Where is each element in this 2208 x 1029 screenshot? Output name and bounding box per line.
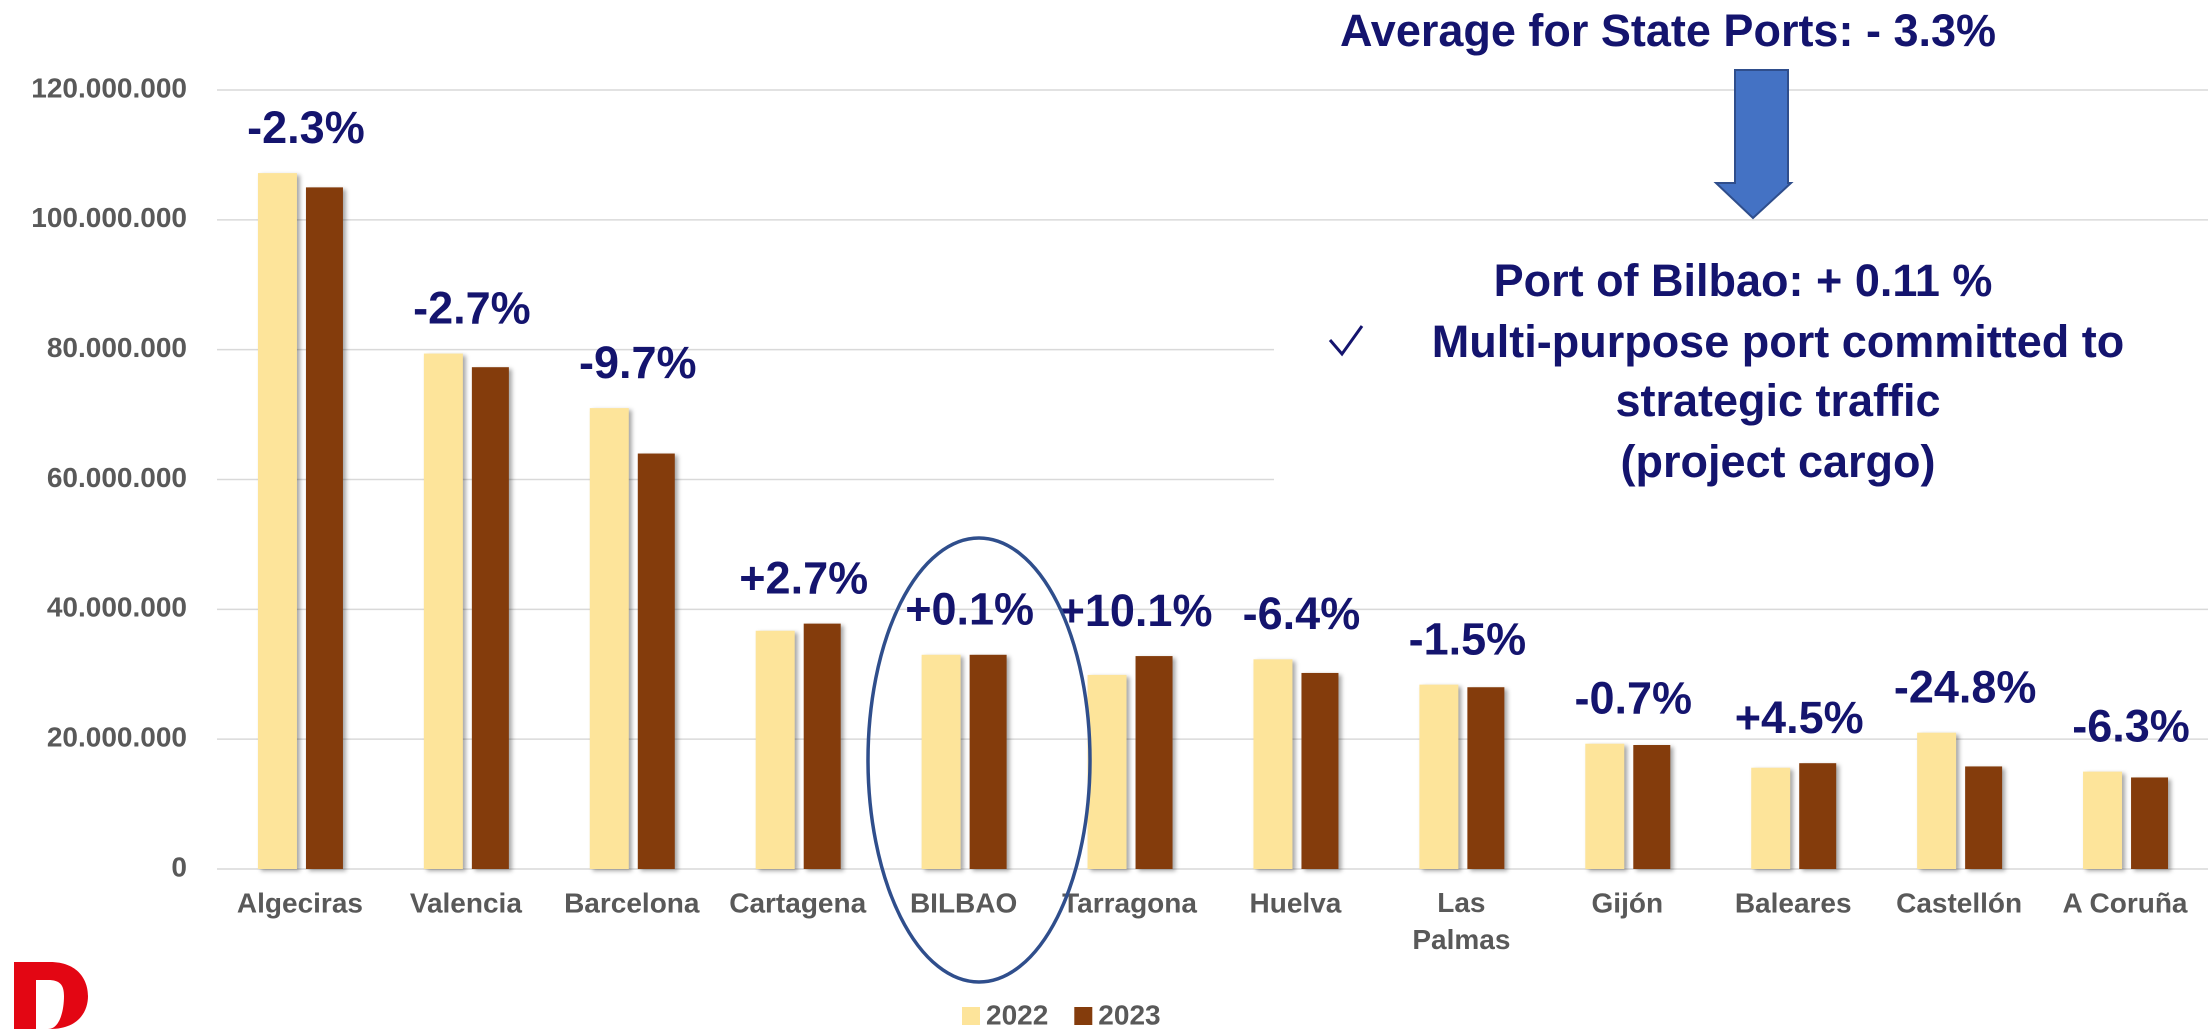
change-label: -6.4% — [1243, 588, 1361, 639]
legend-label: 2023 — [1098, 999, 1160, 1029]
arrow — [1713, 69, 1794, 220]
x-tick-label: A Coruña — [2063, 887, 2188, 918]
y-tick-label: 100.000.000 — [31, 202, 187, 233]
bar — [969, 654, 1007, 869]
bar — [1301, 672, 1339, 869]
bar — [755, 630, 795, 869]
bar — [589, 408, 629, 869]
x-tick-label: Algeciras — [237, 887, 363, 918]
annotation-box — [1274, 240, 2208, 502]
bar — [637, 453, 675, 869]
chart-title: Average for State Ports: - 3.3% — [1340, 5, 1996, 56]
bar — [257, 173, 297, 870]
x-tick-label: Baleares — [1735, 887, 1852, 918]
bar — [1087, 674, 1127, 869]
change-label: +2.7% — [739, 553, 868, 604]
bar — [1419, 684, 1459, 869]
bar — [2083, 771, 2123, 869]
bar — [1799, 763, 1837, 869]
y-tick-label: 0 — [171, 851, 187, 882]
plot: -2.3% Algeciras -2.7% Valencia -9.7% Barcelon… — [237, 102, 2190, 955]
legend: 2022 2023 — [962, 999, 1161, 1029]
bar — [2131, 777, 2169, 869]
change-label: +0.1% — [905, 584, 1034, 635]
bar — [1751, 767, 1791, 869]
y-tick-label: 60.000.000 — [47, 462, 187, 493]
legend-swatch — [1074, 1007, 1093, 1025]
bar — [1467, 687, 1505, 869]
change-label: -2.3% — [247, 102, 365, 153]
bar — [305, 187, 343, 869]
change-label: -1.5% — [1409, 614, 1527, 665]
y-tick-label: 40.000.000 — [47, 592, 187, 623]
x-tick-label: Valencia — [410, 887, 523, 918]
change-label: +10.1% — [1059, 585, 1213, 636]
x-tick-label: Barcelona — [564, 887, 700, 918]
y-tick-label: 80.000.000 — [47, 332, 187, 363]
bar — [1135, 656, 1173, 869]
bar — [803, 623, 841, 869]
x-tick-label: Huelva — [1250, 887, 1342, 918]
bar — [471, 367, 509, 869]
legend-label: 2022 — [986, 999, 1048, 1029]
annotation-heading: Port of Bilbao: + 0.11 % — [1494, 255, 1993, 306]
x-tick-label: Castellón — [1896, 887, 2022, 918]
y-tick-label: 120.000.000 — [31, 72, 187, 103]
bar — [1917, 732, 1957, 869]
logo — [14, 962, 88, 1029]
check-icon — [1328, 325, 1364, 357]
change-label: -6.3% — [2072, 701, 2190, 752]
change-label: +4.5% — [1735, 692, 1864, 743]
x-tick-label: Tarragona — [1062, 887, 1197, 918]
bar — [1965, 766, 2003, 869]
change-label: -2.7% — [413, 282, 531, 333]
x-tick-label: Las Palmas — [1412, 887, 1510, 955]
x-tick-label: Cartagena — [729, 887, 866, 918]
change-label: -9.7% — [579, 337, 697, 388]
annotation-line: strategic traffic — [1615, 375, 1940, 426]
bar — [1633, 745, 1671, 869]
x-tick-label: BILBAO — [910, 887, 1017, 918]
bar — [921, 654, 961, 869]
change-label: -24.8% — [1894, 662, 2037, 713]
bar — [1585, 743, 1625, 869]
y-tick-label: 20.000.000 — [47, 722, 187, 753]
highlight-ellipse — [866, 536, 1092, 984]
annotation-line: Multi-purpose port committed to — [1432, 316, 2124, 367]
legend-swatch — [962, 1007, 980, 1025]
annotation-line: (project cargo) — [1620, 436, 1935, 487]
change-label: -0.7% — [1575, 673, 1693, 724]
bar — [1253, 659, 1293, 869]
grid: 0 20.000.000 40.000.000 60.000.000 80.000.00… — [31, 72, 2208, 882]
x-tick-label: Gijón — [1592, 887, 1664, 918]
bar — [423, 353, 463, 870]
